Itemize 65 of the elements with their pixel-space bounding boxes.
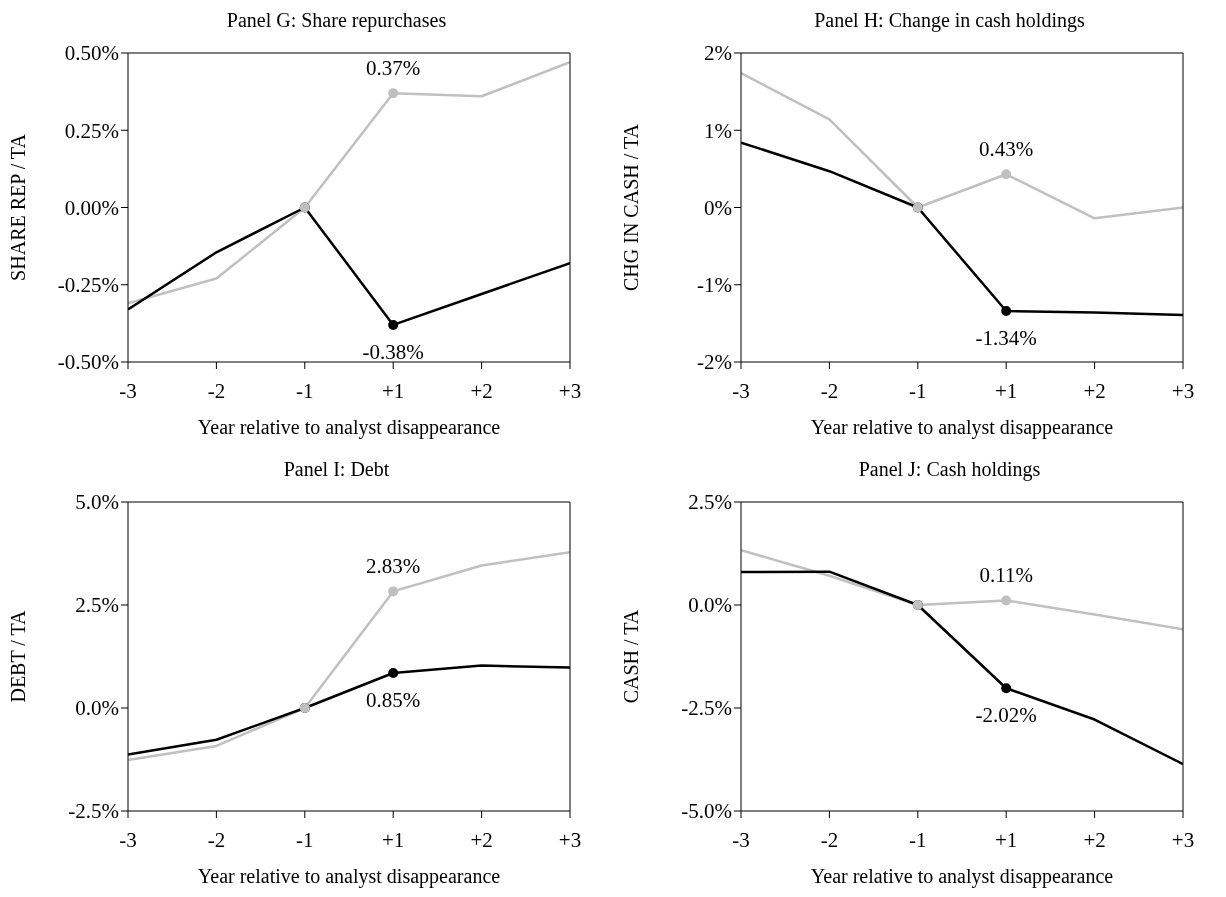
x-tick-label: -1	[909, 827, 927, 852]
y-tick-label: 2.5%	[75, 592, 119, 617]
y-tick-label: -1%	[697, 273, 732, 298]
x-tick-label: +2	[470, 378, 493, 403]
y-tick-label: 2%	[704, 41, 732, 66]
x-tick-label: +3	[558, 827, 582, 852]
data-label: 0.85%	[366, 687, 421, 712]
data-label: -1.34%	[975, 326, 1037, 351]
x-tick-label: -3	[732, 827, 750, 852]
y-tick-label: 0.0%	[688, 592, 732, 617]
x-tick-label: -3	[119, 827, 137, 852]
x-axis-title: Year relative to analyst disappearance	[810, 864, 1114, 888]
x-tick-label: -3	[732, 378, 750, 403]
data-label: 2.83%	[366, 553, 421, 578]
x-tick-label: +1	[382, 827, 405, 852]
x-axis-title: Year relative to analyst disappearance	[197, 416, 501, 439]
x-tick-label: -2	[207, 827, 226, 852]
y-axis-title: SHARE REP / TA	[7, 133, 30, 281]
x-tick-label: -2	[820, 827, 839, 852]
x-tick-label: +2	[470, 827, 493, 852]
y-axis-title: CHG IN CASH / TA	[620, 123, 643, 291]
y-tick-label: -5.0%	[681, 798, 732, 823]
data-label: -0.38%	[362, 339, 424, 364]
y-tick-label: 0%	[704, 195, 732, 220]
data-label: 0.11%	[979, 562, 1033, 587]
x-tick-label: -2	[820, 378, 839, 403]
y-tick-label: 0.0%	[75, 695, 119, 720]
x-tick-label: -3	[119, 378, 137, 403]
data-label: 0.37%	[366, 56, 421, 81]
x-tick-label: +3	[1171, 378, 1195, 403]
line-series	[128, 61, 570, 305]
y-axis-title: DEBT / TA	[7, 609, 30, 703]
chart-title: Panel G: Share repurchases	[225, 8, 448, 34]
x-tick-label: +3	[558, 378, 582, 403]
x-tick-label: +1	[995, 378, 1018, 403]
x-tick-label: +1	[995, 827, 1018, 852]
x-tick-label: -1	[296, 827, 314, 852]
y-tick-label: -0.50%	[57, 350, 119, 375]
x-tick-label: -1	[296, 378, 314, 403]
y-tick-label: -2.5%	[68, 798, 119, 823]
line-series	[741, 71, 1183, 220]
chart-title: Panel H: Change in cash holdings	[813, 8, 1086, 34]
data-label: -2.02%	[975, 702, 1037, 727]
y-tick-label: 0.00%	[64, 195, 119, 220]
chart-title: Panel J: Cash holdings	[857, 456, 1042, 483]
line-series	[128, 550, 570, 761]
y-tick-label: 5.0%	[75, 489, 119, 514]
y-axis-title: CASH / TA	[620, 608, 643, 703]
x-tick-label: +1	[382, 378, 405, 403]
x-tick-label: -2	[207, 378, 226, 403]
y-tick-label: -2%	[697, 350, 732, 375]
x-tick-label: +2	[1083, 378, 1106, 403]
chart-title: Panel I: Debt	[282, 456, 391, 482]
y-tick-label: 0.50%	[64, 41, 119, 66]
x-tick-label: +3	[1171, 827, 1195, 852]
x-axis-title: Year relative to analyst disappearance	[197, 864, 501, 888]
data-label: 0.43%	[979, 137, 1034, 162]
y-tick-label: -0.25%	[57, 273, 119, 298]
x-tick-label: +2	[1083, 827, 1106, 852]
y-tick-label: 0.25%	[64, 118, 119, 143]
x-axis-title: Year relative to analyst disappearance	[810, 416, 1114, 439]
y-tick-label: 2.5%	[688, 489, 732, 514]
x-tick-label: -1	[909, 378, 927, 403]
y-tick-label: -2.5%	[681, 695, 732, 720]
y-tick-label: 1%	[704, 118, 732, 143]
